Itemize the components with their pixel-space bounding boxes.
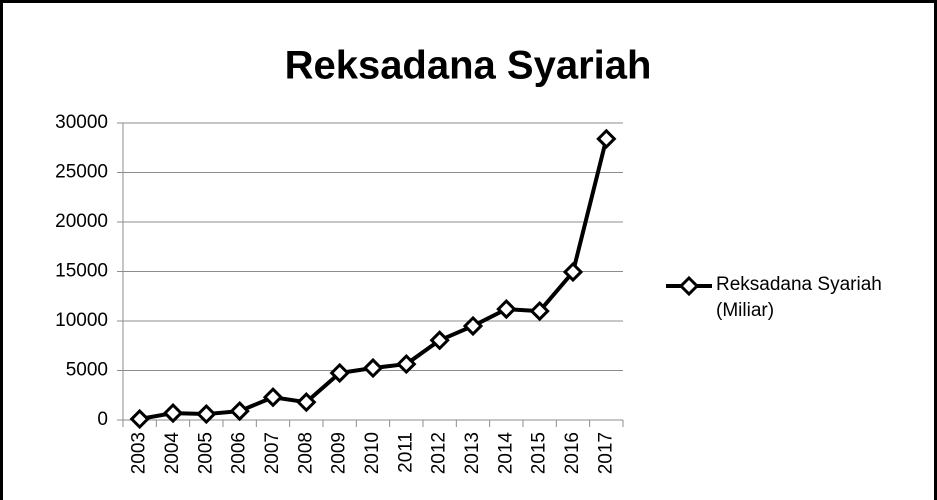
legend-label: Reksadana Syariah (Miliar) — [716, 274, 882, 321]
data-point — [396, 353, 417, 375]
x-tick-label: 2014 — [495, 432, 516, 475]
y-tick-label: 5000 — [66, 360, 108, 381]
y-tick-label: 25000 — [55, 162, 108, 183]
x-tick-label: 2007 — [262, 432, 283, 474]
x-tick-label: 2012 — [429, 432, 450, 474]
data-point — [162, 402, 184, 424]
x-tick-label: 2015 — [529, 432, 550, 474]
y-tick-label: 30000 — [55, 112, 108, 133]
x-tick-label: 2011 — [395, 432, 416, 473]
data-point — [196, 403, 217, 425]
data-point — [462, 315, 484, 337]
y-tick-label: 15000 — [55, 261, 108, 282]
y-tick-label: 20000 — [55, 211, 108, 232]
data-point — [329, 362, 350, 384]
x-tick-label: 2009 — [329, 432, 350, 474]
data-point — [296, 392, 317, 413]
x-tick-label: 2004 — [162, 432, 183, 475]
data-point — [562, 261, 584, 283]
y-tick-label: 10000 — [55, 310, 108, 331]
data-point — [496, 298, 517, 320]
data-point — [596, 128, 617, 149]
x-tick-label: 2006 — [229, 432, 250, 474]
x-tick-label: 2017 — [595, 432, 616, 474]
data-point — [362, 357, 384, 379]
x-tick-label: 2003 — [129, 432, 150, 474]
data-point — [262, 387, 284, 408]
x-tick-label: 2013 — [462, 432, 483, 474]
x-tick-label: 2010 — [362, 432, 383, 474]
chart-title: Reksadana Syariah — [285, 44, 652, 88]
y-tick-label: 0 — [97, 409, 108, 430]
x-tick-label: 2008 — [295, 432, 316, 474]
data-point — [229, 400, 250, 422]
x-tick-label: 2005 — [195, 432, 216, 474]
data-point — [129, 408, 150, 430]
x-tick-label: 2016 — [562, 432, 583, 474]
data-point — [429, 330, 450, 351]
data-point — [529, 300, 550, 322]
legend-marker — [678, 275, 700, 297]
